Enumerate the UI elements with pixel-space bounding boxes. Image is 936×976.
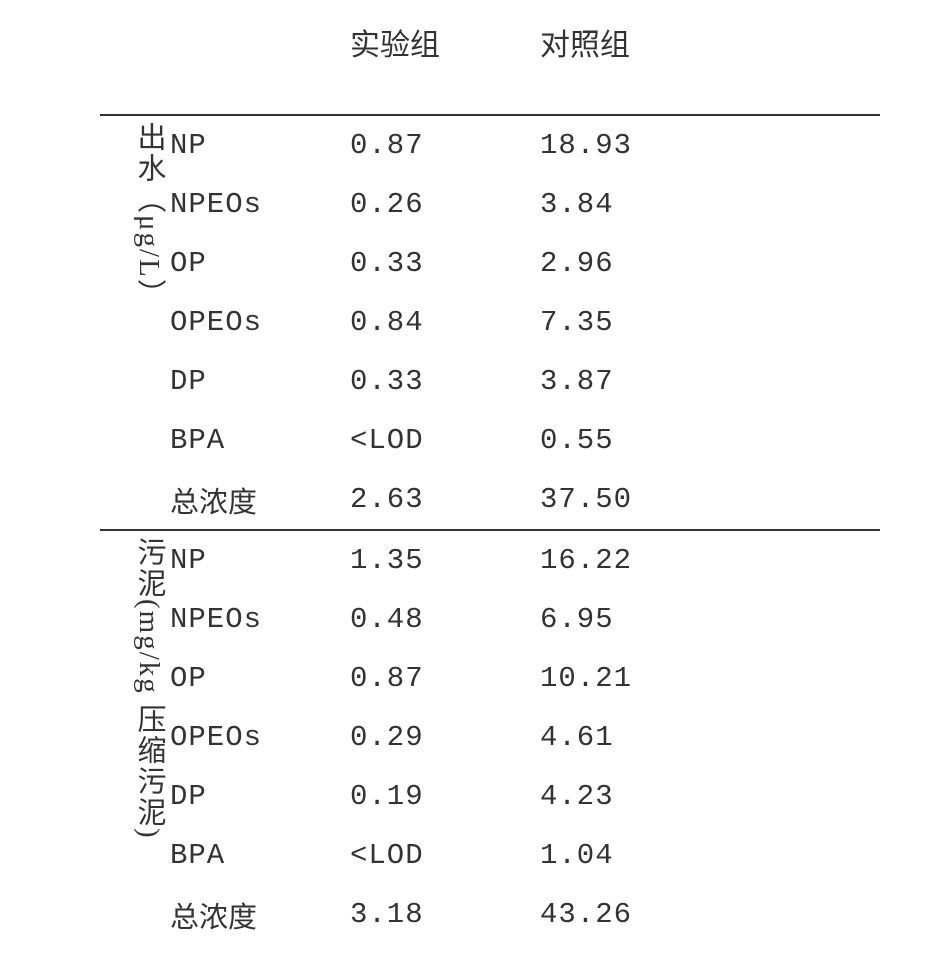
cell-analyte: NP <box>170 129 350 162</box>
cell-analyte-total: 总浓度 <box>170 894 350 936</box>
cell-analyte: OP <box>170 247 350 280</box>
table-row: BPA <LOD 1.04 <box>170 826 876 885</box>
table-row: BPA <LOD 0.55 <box>170 411 876 470</box>
cell-analyte: OPEOs <box>170 721 350 754</box>
section-sludge: 污泥(mg/kg 压缩污泥) NP 1.35 16.22 NPEOs 0.48 … <box>100 531 876 944</box>
section-label-effluent: 出水（μg/L） <box>100 116 170 529</box>
cell-analyte: NPEOs <box>170 188 350 221</box>
cell-ctrl: 18.93 <box>540 129 730 162</box>
cell-ctrl: 37.50 <box>540 483 730 516</box>
cell-ctrl: 3.84 <box>540 188 730 221</box>
cell-analyte: DP <box>170 780 350 813</box>
cell-exp: 0.29 <box>350 721 540 754</box>
cell-exp: 2.63 <box>350 483 540 516</box>
cell-analyte: BPA <box>170 424 350 457</box>
header-row: 实验组 对照组 <box>100 20 876 64</box>
table-row: OPEOs 0.29 4.61 <box>170 708 876 767</box>
cell-exp: 0.48 <box>350 603 540 636</box>
cell-ctrl: 2.96 <box>540 247 730 280</box>
table-row: NPEOs 0.26 3.84 <box>170 175 876 234</box>
section-label-sludge: 污泥(mg/kg 压缩污泥) <box>100 531 170 944</box>
cell-analyte: OP <box>170 662 350 695</box>
cell-ctrl: 3.87 <box>540 365 730 398</box>
table-row: OP 0.87 10.21 <box>170 649 876 708</box>
section-rows-sludge: NP 1.35 16.22 NPEOs 0.48 6.95 OP 0.87 10… <box>170 531 876 944</box>
cell-ctrl: 10.21 <box>540 662 730 695</box>
cell-exp: 0.33 <box>350 247 540 280</box>
table-row: NP 1.35 16.22 <box>170 531 876 590</box>
section-effluent: 出水（μg/L） NP 0.87 18.93 NPEOs 0.26 3.84 O… <box>100 116 876 529</box>
cell-exp: 0.19 <box>350 780 540 813</box>
cell-ctrl: 4.23 <box>540 780 730 813</box>
table-row: 总浓度 3.18 43.26 <box>170 885 876 944</box>
cell-exp: 0.26 <box>350 188 540 221</box>
table-row: OPEOs 0.84 7.35 <box>170 293 876 352</box>
cell-exp: 1.35 <box>350 544 540 577</box>
section-rows-effluent: NP 0.87 18.93 NPEOs 0.26 3.84 OP 0.33 2.… <box>170 116 876 529</box>
cell-analyte: DP <box>170 365 350 398</box>
table-row: NP 0.87 18.93 <box>170 116 876 175</box>
cell-exp: 0.33 <box>350 365 540 398</box>
cell-analyte: BPA <box>170 839 350 872</box>
cell-analyte: NPEOs <box>170 603 350 636</box>
data-table: 实验组 对照组 出水（μg/L） NP 0.87 18.93 NPEOs 0.2… <box>0 0 936 964</box>
cell-exp: 0.84 <box>350 306 540 339</box>
cell-exp: 0.87 <box>350 662 540 695</box>
cell-exp: 0.87 <box>350 129 540 162</box>
cell-analyte: NP <box>170 544 350 577</box>
cell-ctrl: 43.26 <box>540 898 730 931</box>
table-row: 总浓度 2.63 37.50 <box>170 470 876 529</box>
cell-ctrl: 1.04 <box>540 839 730 872</box>
cell-ctrl: 7.35 <box>540 306 730 339</box>
cell-ctrl: 0.55 <box>540 424 730 457</box>
cell-exp: <LOD <box>350 839 540 872</box>
cell-analyte: OPEOs <box>170 306 350 339</box>
header-experimental: 实验组 <box>350 20 540 64</box>
cell-ctrl: 16.22 <box>540 544 730 577</box>
header-control: 对照组 <box>540 20 730 64</box>
table-row: DP 0.19 4.23 <box>170 767 876 826</box>
table-row: OP 0.33 2.96 <box>170 234 876 293</box>
table-row: NPEOs 0.48 6.95 <box>170 590 876 649</box>
cell-exp: 3.18 <box>350 898 540 931</box>
cell-exp: <LOD <box>350 424 540 457</box>
cell-ctrl: 4.61 <box>540 721 730 754</box>
table-row: DP 0.33 3.87 <box>170 352 876 411</box>
cell-analyte-total: 总浓度 <box>170 479 350 521</box>
cell-ctrl: 6.95 <box>540 603 730 636</box>
